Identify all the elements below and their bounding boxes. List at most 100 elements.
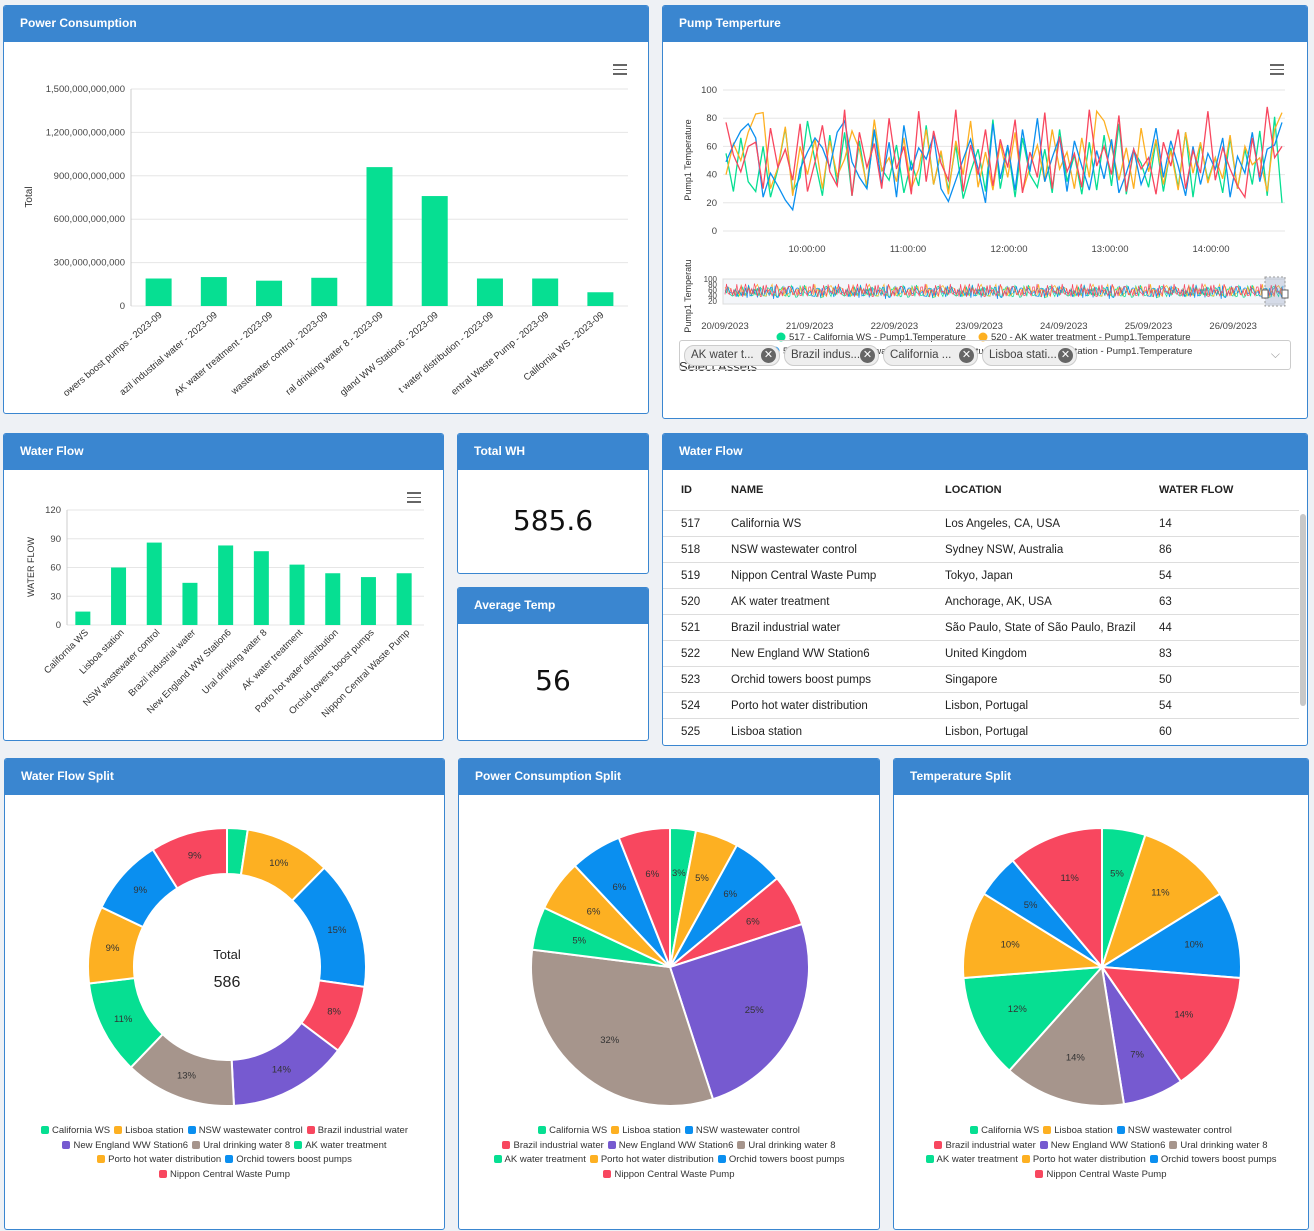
remove-chip-icon[interactable]: ✕	[959, 348, 974, 363]
table-row[interactable]: 523 Orchid towers boost pumps Singapore 50	[663, 666, 1299, 693]
navigator-x-tick: 26/09/2023	[1209, 321, 1257, 332]
legend-item[interactable]: New England WW Station6	[607, 1139, 734, 1154]
slice-label: 25%	[745, 1005, 765, 1016]
table-row[interactable]: 518 NSW wastewater control Sydney NSW, Aus…	[663, 536, 1299, 563]
bar	[111, 567, 127, 625]
legend-label: New England WW Station6	[618, 1139, 734, 1151]
legend-item[interactable]: California WS	[970, 1124, 1039, 1139]
legend-item[interactable]: Ural drinking water 8	[1169, 1139, 1268, 1154]
asset-chip[interactable]: Lisboa stati... ✕	[982, 345, 1077, 366]
bar	[366, 167, 393, 306]
table-row[interactable]: 522 New England WW Station6 United Kingdom…	[663, 640, 1299, 667]
legend-item[interactable]: AK water treatment	[294, 1139, 387, 1154]
remove-chip-icon[interactable]: ✕	[761, 348, 776, 363]
legend-item[interactable]: California WS	[538, 1124, 607, 1139]
slice-label: 3%	[672, 868, 686, 879]
column-header-id[interactable]: ID	[663, 470, 713, 511]
bar	[218, 545, 234, 625]
legend-item[interactable]: New England WW Station6	[62, 1139, 188, 1154]
cell-flow: 54	[1141, 562, 1299, 589]
legend-item[interactable]: Ural drinking water 8	[737, 1139, 836, 1154]
panel-title: Temperature Split	[894, 759, 1308, 795]
legend-item[interactable]: Porto hot water distribution	[1021, 1153, 1146, 1168]
legend-item[interactable]: Lisboa station	[611, 1124, 681, 1139]
chart-menu-icon[interactable]	[613, 64, 627, 75]
cell-flow: 50	[1141, 666, 1299, 693]
y-tick-label: 20	[706, 198, 717, 209]
navigator-x-tick: 22/09/2023	[871, 321, 919, 332]
chevron-down-icon[interactable]: ⌵	[1270, 347, 1280, 361]
legend-item[interactable]: NSW wastewater control	[684, 1124, 800, 1139]
legend-label: 520 - AK water treatment - Pump1.Tempera…	[991, 332, 1191, 343]
y-tick-label: 0	[56, 620, 61, 631]
legend-swatch	[607, 1140, 616, 1149]
y-axis-label: Total	[24, 186, 35, 207]
legend-item[interactable]: Orchid towers boost pumps	[225, 1153, 352, 1168]
legend-item[interactable]: Porto hot water distribution	[589, 1153, 714, 1168]
pie-slice	[962, 892, 1106, 980]
slice-label: 9%	[106, 943, 120, 954]
legend-label: AK water treatment	[504, 1154, 586, 1165]
legend-item[interactable]: NSW wastewater control	[1116, 1124, 1232, 1139]
legend-item[interactable]: AK water treatment	[493, 1153, 586, 1168]
table-row[interactable]: 524 Porto hot water distribution Lisbon, P…	[663, 692, 1299, 719]
legend-item[interactable]: California WS	[40, 1124, 110, 1139]
asset-multiselect[interactable]: AK water t... ✕ Brazil indus... ✕ Californ…	[679, 340, 1291, 370]
pie-slice	[1099, 965, 1242, 1083]
legend-item[interactable]: New England WW Station6	[1039, 1139, 1165, 1154]
water-flow-split-panel: Water Flow Split 10% 15% 8% 14% 13% 11% 9% 9% 9%…	[4, 758, 445, 1230]
water-flow-table-panel: Water Flow ID NAME LOCATION WATER FLOW 5…	[662, 433, 1308, 746]
x-tick-label: entral Waste Pump - 2023-09	[449, 310, 551, 398]
table-row[interactable]: 525 Lisboa station Lisbon, Portugal 60	[663, 718, 1299, 737]
legend-item[interactable]: Orchid towers boost pumps	[1149, 1153, 1276, 1168]
table-row[interactable]: 521 Brazil industrial water São Paulo, Sta…	[663, 614, 1299, 641]
legend-item[interactable]: Nippon Central Waste Pump	[1035, 1168, 1167, 1183]
legend-label: Nippon Central Waste Pump	[614, 1168, 735, 1180]
cell-location: Singapore	[927, 666, 1141, 693]
remove-chip-icon[interactable]: ✕	[860, 348, 875, 363]
legend-item[interactable]: Brazil industrial water	[934, 1139, 1036, 1154]
table-row[interactable]: 519 Nippon Central Waste Pump Tokyo, Japan…	[663, 562, 1299, 589]
legend-item[interactable]: NSW wastewater control	[187, 1124, 303, 1139]
asset-chip[interactable]: AK water t... ✕	[684, 345, 780, 366]
legend-item[interactable]: Nippon Central Waste Pump	[158, 1168, 290, 1183]
legend-item[interactable]: Porto hot water distribution	[97, 1153, 221, 1168]
water-flow-table: ID NAME LOCATION WATER FLOW 517 Californi…	[663, 470, 1299, 737]
column-header-name[interactable]: NAME	[713, 470, 927, 511]
legend-item[interactable]: Lisboa station	[1043, 1124, 1113, 1139]
legend-swatch	[192, 1140, 201, 1149]
x-tick-label: azil industrial water - 2023-09	[118, 310, 220, 398]
y-tick-label: 1,200,000,000,000	[46, 127, 125, 138]
chart-menu-icon[interactable]	[407, 492, 421, 503]
legend-row: Porto hot water distribution Orchid tower…	[5, 1153, 444, 1168]
legend-item[interactable]: Ural drinking water 8	[192, 1139, 290, 1154]
legend-item[interactable]: Brazil industrial water	[306, 1124, 408, 1139]
slice-label: 32%	[600, 1035, 620, 1046]
legend-item[interactable]: Brazil industrial water	[502, 1139, 604, 1154]
slice-label: 5%	[572, 936, 586, 947]
table-row[interactable]: 520 AK water treatment Anchorage, AK, USA 6…	[663, 588, 1299, 615]
remove-chip-icon[interactable]: ✕	[1058, 348, 1073, 363]
column-header-location[interactable]: LOCATION	[927, 470, 1141, 511]
slice-label: 6%	[645, 869, 659, 880]
legend-marker	[776, 332, 786, 342]
cell-flow: 83	[1141, 640, 1299, 667]
x-tick-label: Brazil industrial water	[126, 627, 198, 699]
table-row[interactable]: 517 California WS Los Angeles, CA, USA 14	[663, 510, 1299, 537]
asset-chip[interactable]: Brazil indus... ✕	[784, 345, 879, 366]
legend-item[interactable]: AK water treatment	[925, 1153, 1018, 1168]
asset-chip[interactable]: California ... ✕	[883, 345, 978, 366]
legend-item[interactable]: Lisboa station	[114, 1124, 184, 1139]
chart-menu-icon[interactable]	[1270, 64, 1284, 75]
legend-label: NSW wastewater control	[695, 1125, 800, 1136]
legend-item[interactable]: Nippon Central Waste Pump	[603, 1168, 735, 1183]
legend-swatch	[925, 1155, 934, 1163]
table-scrollbar[interactable]	[1300, 514, 1306, 706]
legend-item[interactable]: Orchid towers boost pumps	[717, 1153, 844, 1168]
y-tick-label: 1,500,000,000,000	[46, 84, 125, 95]
legend-swatch	[114, 1126, 123, 1134]
column-header-flow[interactable]: WATER FLOW	[1141, 470, 1299, 511]
slice-label: 5%	[1024, 900, 1038, 911]
y-tick-label: 90	[50, 534, 61, 545]
